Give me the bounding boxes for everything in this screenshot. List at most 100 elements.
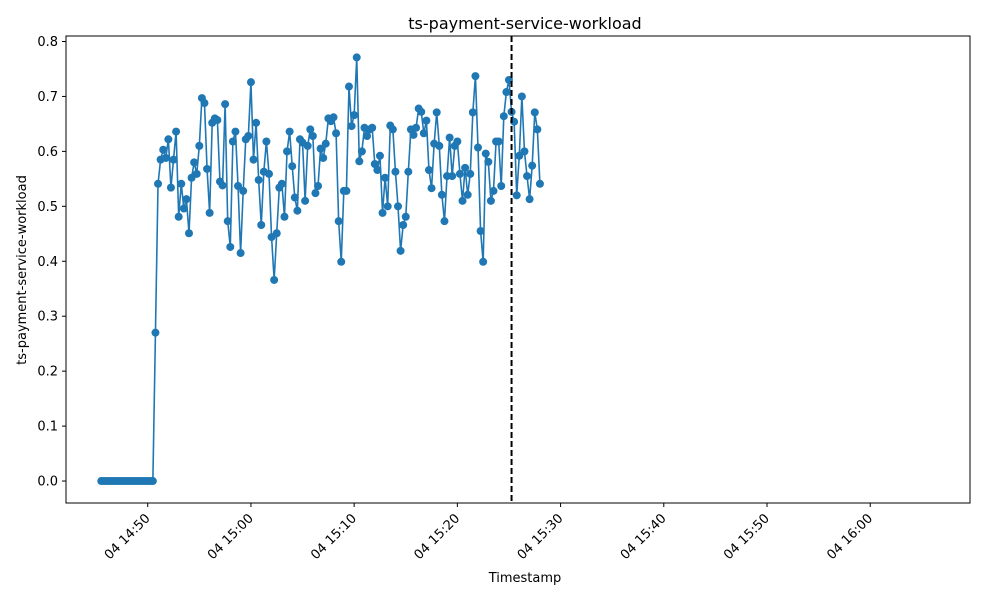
data-point [329,113,338,122]
data-point [427,184,436,193]
data-point [445,133,454,142]
data-point [285,127,294,136]
data-point [151,328,160,337]
data-point [468,108,477,117]
x-axis-label: Timestamp [488,571,562,586]
data-point [252,118,261,127]
data-point [461,163,470,172]
data-point [375,151,384,160]
data-point [463,190,472,199]
data-point [517,92,526,101]
data-point [195,141,204,150]
data-point [499,112,508,121]
y-axis: 0.0 0.1 0.2 0.3 0.4 0.5 0.6 0.7 0.8 [37,35,66,490]
y-tick-label: 0.2 [37,365,58,380]
data-point [221,100,230,109]
data-point [419,129,428,138]
data-point [525,195,534,204]
y-tick-label: 0.7 [37,90,58,105]
data-point [174,212,183,221]
data-point [234,181,243,190]
x-axis: 04 14:50 04 15:00 04 15:10 04 15:20 04 15:30… [102,503,876,563]
data-point [203,164,212,173]
x-tick-label: 04 14:50 [102,511,154,563]
data-point [440,217,449,226]
data-point [342,186,351,195]
x-tick-label: 04 15:10 [308,511,360,563]
data-point [391,167,400,176]
data-point [533,125,542,134]
data-point [172,127,181,136]
data-point [159,145,168,154]
data-point [520,147,529,156]
data-point [249,155,258,164]
data-point [396,246,405,255]
data-point [277,179,286,188]
data-point [239,186,248,195]
plot-area [97,36,544,503]
data-point [435,141,444,150]
data-point [306,125,315,134]
data-point [290,193,299,202]
data-point [502,88,511,97]
data-point [179,204,188,213]
data-point [254,175,263,184]
data-point [494,137,503,146]
data-point [334,217,343,226]
data-point [337,257,346,266]
data-point [357,147,366,156]
data-point [182,195,191,204]
data-point [148,477,157,486]
y-tick-label: 0.1 [37,420,58,435]
data-point [535,179,544,188]
data-point [437,190,446,199]
data-point [161,153,170,162]
y-tick-label: 0.4 [37,255,58,270]
data-point [190,158,199,167]
data-point [166,183,175,192]
x-tick-label: 04 16:00 [824,511,876,563]
data-point [169,155,178,164]
data-point [319,153,328,162]
y-tick-label: 0.6 [37,145,58,160]
data-point [489,186,498,195]
data-point [226,242,235,251]
x-tick-label: 04 15:40 [618,511,670,563]
data-point [205,208,214,217]
data-point [347,122,356,131]
y-tick-label: 0.0 [37,475,58,490]
data-point [272,229,281,238]
data-point [399,221,408,229]
data-point [448,172,457,181]
data-point [512,191,521,200]
data-point [466,169,475,178]
data-point [154,179,163,188]
data-point [497,181,506,190]
data-point [528,161,537,170]
data-point [177,179,186,188]
data-point [388,125,397,134]
data-point [404,167,413,176]
data-point [280,212,289,221]
data-point [381,173,390,182]
data-point [432,108,441,117]
data-point [228,137,237,146]
data-point [471,72,480,81]
data-point [476,227,485,236]
data-point [236,249,245,258]
data-point [244,131,253,140]
data-point [308,131,317,140]
data-point [363,131,372,140]
data-point [394,202,403,211]
data-point [409,130,418,139]
data-point [314,181,323,190]
x-tick-label: 04 15:50 [721,511,773,563]
x-tick-label: 04 15:00 [205,511,257,563]
data-point [200,99,209,108]
data-point [283,147,292,156]
data-point [293,206,302,215]
y-tick-label: 0.5 [37,200,58,215]
data-point [368,123,377,132]
data-point [378,208,387,217]
